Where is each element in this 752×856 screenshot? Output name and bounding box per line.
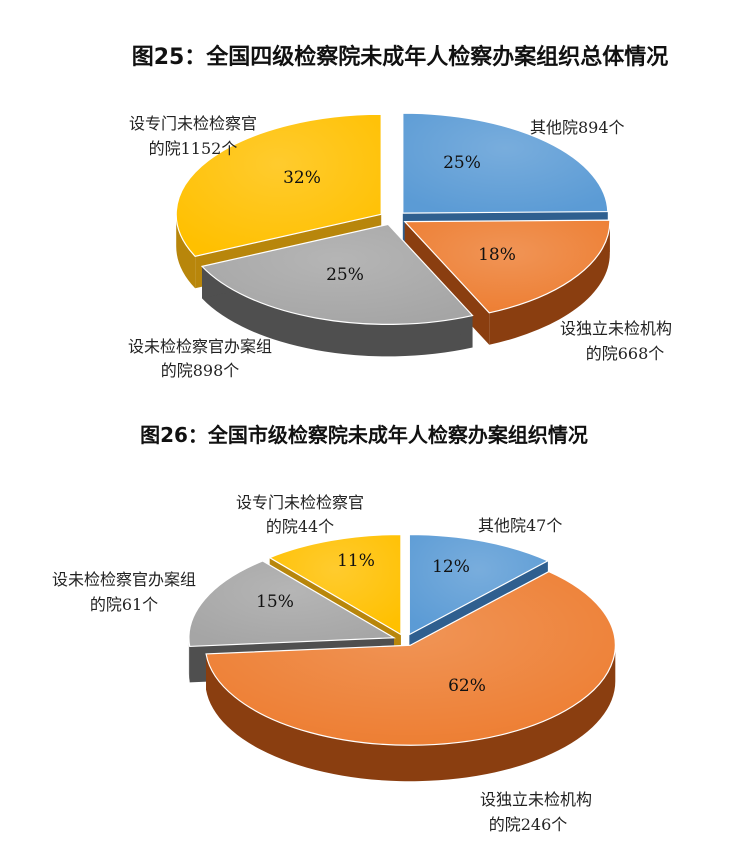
pie-slice-highlight	[402, 113, 608, 214]
pie-slice-highlight	[188, 560, 394, 647]
slice-category-label: 的院44个	[266, 517, 334, 536]
pie-slice-side	[489, 221, 610, 345]
pie-slice-highlight	[206, 571, 616, 746]
pie-slices	[175, 112, 611, 325]
slice-percent-label: 12%	[432, 557, 470, 577]
slice-category-label: 设独立未检机构	[560, 319, 672, 338]
pie-slices	[188, 533, 616, 746]
slice-category-label: 的院898个	[161, 361, 240, 380]
slice-category-label: 设专门未检检察官	[129, 114, 257, 133]
slice-category-label: 其他院894个	[530, 118, 625, 137]
pie-labels: 25%其他院894个18%设独立未检机构的院668个25%设未检检察官办案组的院…	[128, 114, 672, 380]
slice-percent-label: 15%	[256, 592, 294, 612]
slice-category-label: 的院1152个	[149, 139, 238, 158]
pie-chart-26: 图26：全国市级检察院未成年人检察办案组织情况 12% 其他院47个 62% 设独立未…	[52, 423, 616, 834]
slice-category-label: 的院668个	[586, 344, 665, 363]
slice-category-label: 设未检检察官办案组	[128, 337, 272, 356]
chart-title: 图25：全国四级检察院未成年人检察办案组织总体情况	[132, 44, 669, 70]
slice-category-label: 设未检检察官办案组	[52, 570, 196, 589]
slice-category-label: 设独立未检机构	[480, 790, 592, 809]
slice-percent-label: 18%	[478, 245, 516, 265]
slice-category-label: 其他院47个	[478, 516, 562, 535]
pie-slice-highlight	[409, 534, 548, 635]
slice-category-label: 的院246个	[489, 815, 568, 834]
pie-slice-side	[188, 637, 190, 683]
pie-slice-highlight	[176, 114, 382, 257]
pie-slice-highlight	[404, 220, 610, 313]
slice-percent-label: 11%	[337, 551, 375, 571]
pie-slice-side	[206, 645, 616, 782]
slice-category-label: 的院61个	[90, 595, 158, 614]
slice-percent-label: 62%	[448, 676, 486, 696]
chart-title: 图26：全国市级检察院未成年人检察办案组织情况	[140, 423, 588, 447]
slice-percent-label: 25%	[443, 153, 481, 173]
slice-category-label: 设专门未检检察官	[236, 493, 364, 512]
pie-slice-highlight	[269, 534, 401, 635]
slice-percent-label: 32%	[283, 168, 321, 188]
pie-chart-25: 图25：全国四级检察院未成年人检察办案组织总体情况 25% 其他院894个 18% 设…	[128, 44, 672, 380]
pie-slice-side	[176, 214, 196, 289]
pie-slice-highlight	[202, 224, 473, 325]
slice-percent-label: 25%	[326, 265, 364, 285]
pie-slice-side	[202, 266, 473, 357]
